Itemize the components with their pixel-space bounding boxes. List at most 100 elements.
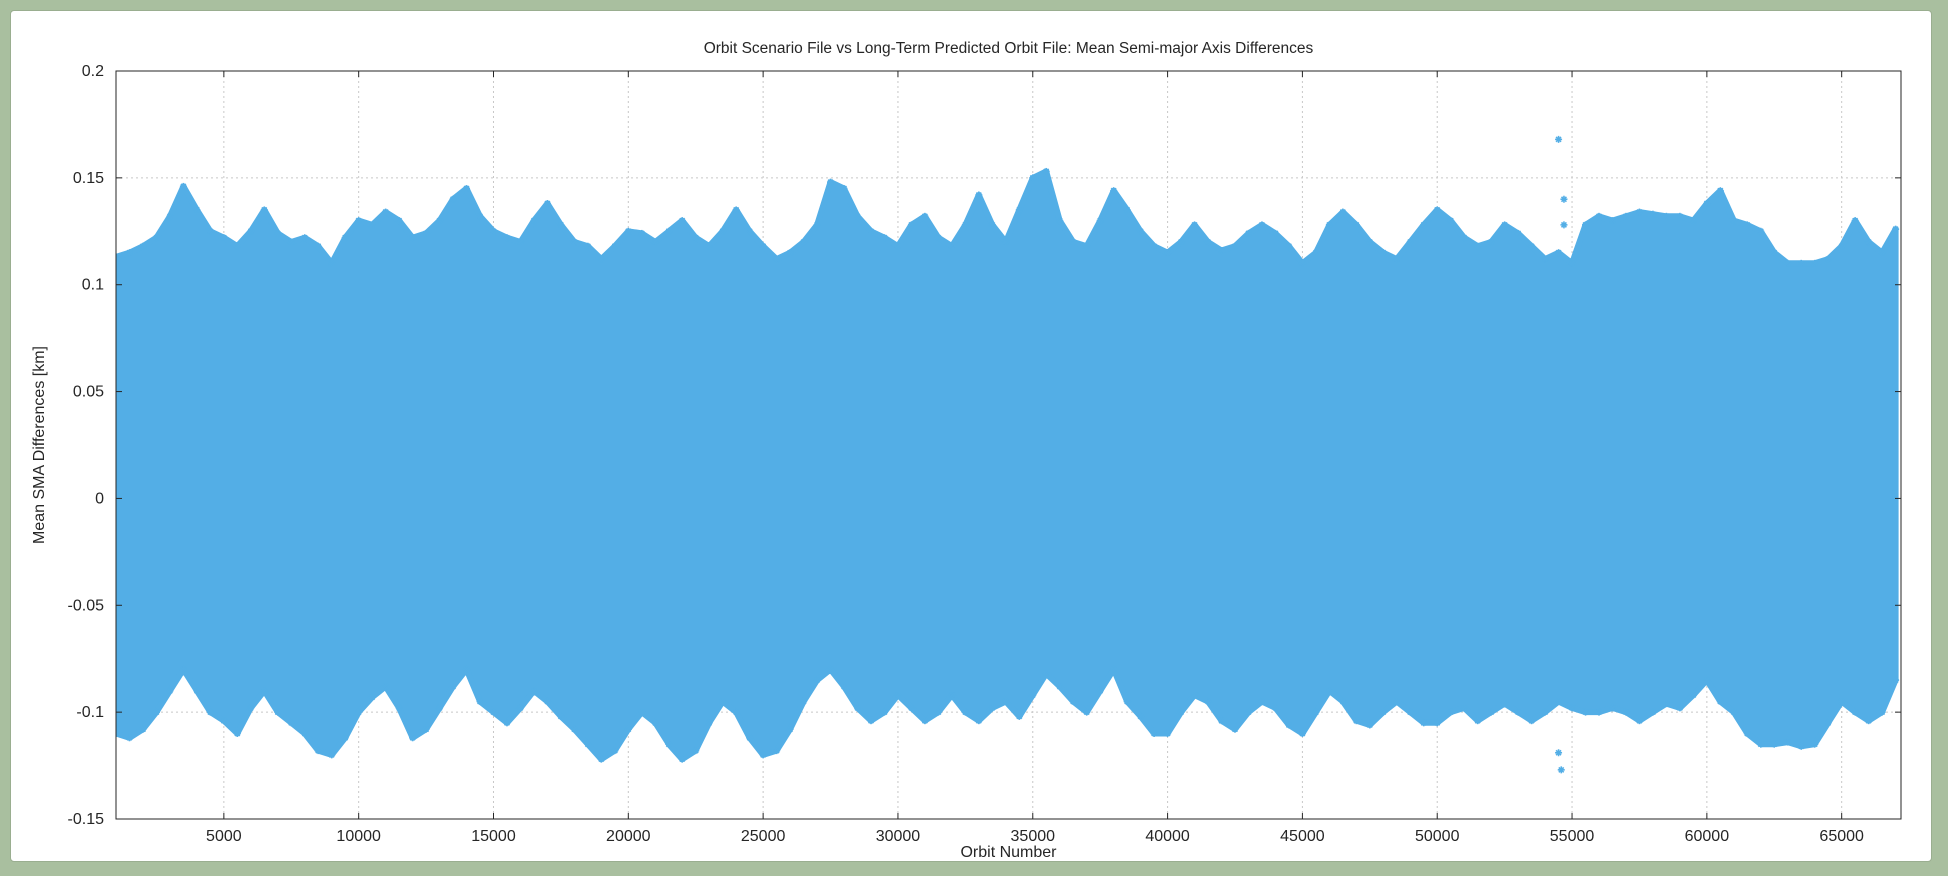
data-point — [1716, 187, 1724, 195]
outlier-point — [1555, 749, 1563, 757]
data-point — [449, 682, 457, 690]
data-point — [166, 212, 174, 220]
data-point — [584, 740, 592, 748]
data-point — [1649, 210, 1657, 218]
data-point — [934, 708, 942, 716]
data-point — [516, 238, 524, 246]
data-point — [1137, 227, 1145, 235]
data-point — [921, 212, 929, 220]
data-point — [1851, 217, 1859, 225]
data-point — [1838, 697, 1846, 705]
data-point — [1622, 708, 1630, 716]
data-point — [557, 712, 565, 720]
data-point — [1474, 242, 1482, 250]
data-point — [139, 725, 147, 733]
data-point — [543, 200, 551, 208]
data-point — [1541, 255, 1549, 263]
data-point — [1433, 719, 1441, 727]
data-point — [948, 242, 956, 250]
data-point — [1635, 208, 1643, 216]
data-point — [1285, 242, 1293, 250]
data-point — [1582, 221, 1590, 229]
data-point — [948, 691, 956, 699]
data-point — [1191, 221, 1199, 229]
data-point — [1730, 217, 1738, 225]
x-tick-label: 5000 — [206, 828, 242, 845]
data-point — [1851, 708, 1859, 716]
data-point — [422, 229, 430, 237]
data-point — [395, 217, 403, 225]
data-point — [773, 747, 781, 755]
data-point — [1056, 217, 1064, 225]
data-point — [1757, 740, 1765, 748]
data-point — [1002, 697, 1010, 705]
data-point — [1676, 212, 1684, 220]
y-axis-label: Mean SMA Differences [km] — [31, 346, 48, 544]
data-point — [1743, 221, 1751, 229]
data-point — [1635, 717, 1643, 725]
data-point — [1096, 687, 1104, 695]
data-point — [247, 227, 255, 235]
data-point — [1662, 212, 1670, 220]
data-point — [907, 221, 915, 229]
data-point — [786, 725, 794, 733]
x-tick-label: 65000 — [1819, 828, 1864, 845]
plot-border — [115, 70, 1902, 820]
data-point — [314, 242, 322, 250]
data-point — [1042, 167, 1050, 175]
data-point — [436, 217, 444, 225]
data-point — [1460, 704, 1468, 712]
scatter-chart: Orbit Scenario File vs Long-Term Predict… — [31, 40, 1902, 861]
data-point — [840, 682, 848, 690]
data-point — [1838, 242, 1846, 250]
data-point — [894, 242, 902, 250]
data-point — [651, 238, 659, 246]
data-point — [368, 693, 376, 701]
data-point — [1339, 208, 1347, 216]
data-point — [1501, 700, 1509, 708]
data-point — [368, 221, 376, 229]
data-point — [152, 708, 160, 716]
data-point — [1743, 730, 1751, 738]
data-point — [193, 687, 201, 695]
data-point — [813, 221, 821, 229]
data-point — [543, 697, 551, 705]
data-point — [382, 682, 390, 690]
data-point — [867, 717, 875, 725]
data-point — [152, 234, 160, 242]
data-point — [800, 697, 808, 705]
data-point — [1824, 719, 1832, 727]
data-point — [1258, 697, 1266, 705]
data-point — [260, 687, 268, 695]
data-point — [1703, 200, 1711, 208]
data-point — [611, 747, 619, 755]
data-point — [1406, 238, 1414, 246]
data-point — [961, 708, 969, 716]
data-point — [880, 708, 888, 716]
x-tick-label: 50000 — [1415, 828, 1460, 845]
data-point — [301, 730, 309, 738]
x-tick-label: 55000 — [1550, 828, 1595, 845]
data-point — [1555, 697, 1563, 705]
data-point — [463, 665, 471, 673]
x-tick-label: 30000 — [876, 828, 921, 845]
data-point — [1865, 717, 1873, 725]
data-point — [1770, 740, 1778, 748]
data-point — [827, 178, 835, 186]
data-point — [409, 734, 417, 742]
data-point — [1325, 221, 1333, 229]
data-point — [1608, 217, 1616, 225]
data-point — [220, 234, 228, 242]
data-point — [1541, 708, 1549, 716]
data-point — [1487, 708, 1495, 716]
data-point — [1325, 687, 1333, 695]
data-point — [840, 185, 848, 193]
data-point — [719, 227, 727, 235]
data-point — [1568, 704, 1576, 712]
data-point — [1244, 229, 1252, 237]
data-point — [1865, 238, 1873, 246]
data-point — [624, 725, 632, 733]
x-tick-label: 40000 — [1145, 828, 1190, 845]
data-point — [409, 234, 417, 242]
data-point — [907, 704, 915, 712]
